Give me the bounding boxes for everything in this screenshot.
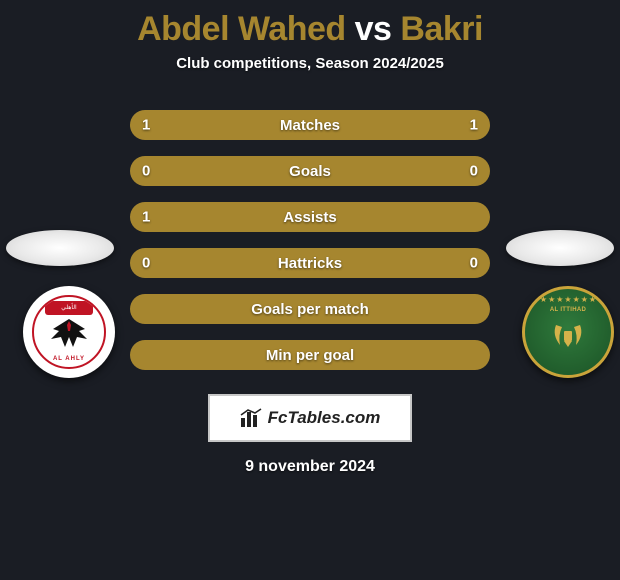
al-ahly-bottom-label: AL AHLY <box>53 356 85 362</box>
stat-row-min-per-goal: Min per goal <box>130 340 490 370</box>
laurel-icon <box>550 321 586 351</box>
stat-value-left: 1 <box>142 209 150 226</box>
stat-rows: 1 Matches 1 0 Goals 0 1 Assists 0 Hattri… <box>130 110 490 370</box>
stat-row-hattricks: 0 Hattricks 0 <box>130 248 490 278</box>
stat-label: Min per goal <box>266 347 354 364</box>
club-badge-left: الأهلي AL AHLY <box>23 286 115 378</box>
stat-row-matches: 1 Matches 1 <box>130 110 490 140</box>
stat-label: Goals per match <box>251 301 369 318</box>
al-ahly-top-label: الأهلي <box>45 301 93 315</box>
stat-row-goals: 0 Goals 0 <box>130 156 490 186</box>
stat-value-right: 0 <box>470 163 478 180</box>
brand-text: FcTables.com <box>268 408 381 428</box>
stat-label: Hattricks <box>278 255 342 272</box>
stat-value-left: 0 <box>142 255 150 272</box>
subtitle: Club competitions, Season 2024/2025 <box>0 55 620 72</box>
date: 9 november 2024 <box>10 458 610 476</box>
page-title: Abdel Wahed vs Bakri <box>0 0 620 55</box>
stat-label: Assists <box>283 209 336 226</box>
stat-row-assists: 1 Assists <box>130 202 490 232</box>
stat-label: Matches <box>280 117 340 134</box>
stat-label: Goals <box>289 163 331 180</box>
stat-value-left: 0 <box>142 163 150 180</box>
al-ahly-crest: الأهلي AL AHLY <box>32 295 106 369</box>
al-ittihad-label: AL ITTIHAD <box>550 307 586 313</box>
club-badge-right: ★★★★★★★ AL ITTIHAD <box>522 286 614 378</box>
stat-value-left: 1 <box>142 117 150 134</box>
stat-value-right: 0 <box>470 255 478 272</box>
player1-name: Abdel Wahed <box>137 10 346 48</box>
player1-silhouette <box>6 230 114 266</box>
player2-name: Bakri <box>400 10 483 48</box>
stars-icon: ★★★★★★★ <box>540 295 596 304</box>
vs-text: vs <box>355 10 392 48</box>
bar-chart-icon <box>240 408 262 428</box>
eagle-icon <box>47 317 91 349</box>
stat-row-goals-per-match: Goals per match <box>130 294 490 324</box>
stat-value-right: 1 <box>470 117 478 134</box>
comparison-arena: الأهلي AL AHLY ★★★★★★★ AL ITTIHAD 1 Matc… <box>0 110 620 476</box>
player2-silhouette <box>506 230 614 266</box>
brand-box: FcTables.com <box>208 394 412 442</box>
